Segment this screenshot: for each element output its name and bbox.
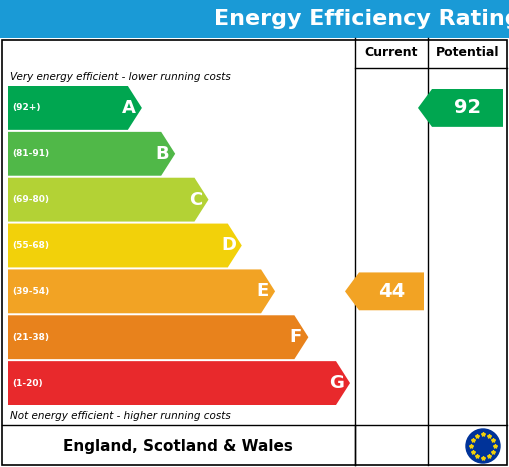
Polygon shape [8, 269, 275, 313]
Circle shape [466, 429, 500, 463]
Text: (92+): (92+) [12, 103, 41, 113]
Text: A: A [122, 99, 136, 117]
Text: Potential: Potential [436, 47, 499, 59]
Text: Very energy efficient - lower running costs: Very energy efficient - lower running co… [10, 72, 231, 82]
Text: G: G [329, 374, 345, 392]
Text: (69-80): (69-80) [12, 195, 49, 204]
Text: England, Scotland & Wales: England, Scotland & Wales [63, 439, 293, 453]
Polygon shape [8, 315, 308, 359]
Text: C: C [189, 191, 202, 209]
Text: F: F [289, 328, 301, 346]
Text: 92: 92 [454, 99, 481, 117]
Bar [0, 0, 509, 38]
Text: E: E [256, 283, 268, 300]
Polygon shape [8, 86, 142, 130]
Text: Current: Current [365, 47, 418, 59]
Text: (81-91): (81-91) [12, 149, 49, 158]
Text: (21-38): (21-38) [12, 333, 49, 342]
Polygon shape [8, 178, 209, 221]
Text: B: B [155, 145, 169, 163]
Text: Not energy efficient - higher running costs: Not energy efficient - higher running co… [10, 411, 231, 421]
Text: (1-20): (1-20) [12, 379, 43, 388]
Text: (55-68): (55-68) [12, 241, 49, 250]
Polygon shape [8, 132, 175, 176]
Text: 44: 44 [378, 282, 405, 301]
Polygon shape [8, 361, 350, 405]
Polygon shape [345, 272, 424, 310]
Polygon shape [8, 224, 242, 268]
Polygon shape [418, 89, 503, 127]
Text: D: D [221, 236, 236, 255]
Text: Energy Efficiency Rating: Energy Efficiency Rating [214, 9, 509, 29]
Text: (39-54): (39-54) [12, 287, 49, 296]
